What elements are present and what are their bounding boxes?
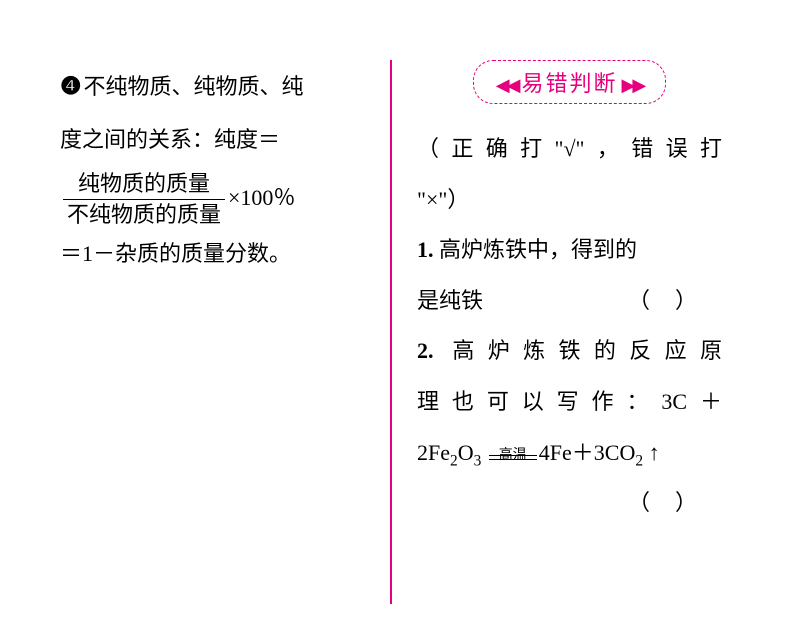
- fraction-numerator: 纯物质的质量: [63, 171, 225, 200]
- eq-product: 4Fe＋3CO2: [539, 440, 643, 465]
- header-text: 易错判断: [521, 71, 617, 96]
- fraction: 纯物质的质量 不纯物质的质量: [63, 171, 225, 229]
- question-1-line1: 1. 高炉炼铁中，得到的: [417, 225, 722, 276]
- note-line1: 不纯物质、纯物质、纯: [84, 74, 304, 99]
- instruction-line1: （正确打"√"，错误打: [417, 124, 722, 175]
- q1-text1: 高炉炼铁中，得到的: [439, 237, 637, 262]
- note-line2: 度之间的关系：纯度＝: [60, 127, 280, 152]
- right-column: ◀◀易错判断▶▶ （正确打"√"，错误打 "×"） 1. 高炉炼铁中，得到的 是…: [392, 60, 722, 604]
- question-1-line2: 是纯铁 （）: [417, 276, 722, 327]
- note-line4: ＝1－杂质的质量分数。: [60, 229, 365, 280]
- eq-reagent: 2Fe2O3: [417, 440, 481, 465]
- note-line2-wrap: 度之间的关系：纯度＝: [60, 115, 365, 166]
- header-badge: ◀◀易错判断▶▶: [473, 60, 666, 104]
- gas-arrow-icon: ↑: [649, 440, 660, 465]
- q1-text2: 是纯铁: [417, 288, 483, 313]
- reaction-condition: 高温: [489, 449, 537, 460]
- note-4: ❹不纯物质、纯物质、纯: [60, 60, 365, 115]
- eq-left: 3C＋: [661, 389, 722, 414]
- bullet-4: ❹: [60, 74, 82, 100]
- arrow-right-icon: ▶▶: [622, 75, 644, 95]
- after-fraction: ×100％: [228, 185, 295, 210]
- q1-answer-paren: （）: [628, 276, 722, 327]
- fraction-denominator: 不纯物质的质量: [63, 200, 225, 228]
- left-column: ❹不纯物质、纯物质、纯 度之间的关系：纯度＝ 纯物质的质量 不纯物质的质量 ×1…: [60, 60, 390, 604]
- q2-text2a: 理也可以写作：: [417, 389, 661, 414]
- formula-line: 纯物质的质量 不纯物质的质量 ×100％: [60, 171, 365, 229]
- instruction-line2: "×"）: [417, 175, 722, 226]
- chemical-equation: 2Fe2O3 高温 4Fe＋3CO2 ↑: [417, 428, 722, 479]
- question-2-line1: 2. 高炉炼铁的反应原: [417, 326, 722, 377]
- question-2-line2: 理也可以写作：3C＋: [417, 377, 722, 428]
- q2-number: 2.: [417, 338, 434, 363]
- q2-text1: 高炉炼铁的反应原: [452, 338, 722, 363]
- section-header: ◀◀易错判断▶▶: [417, 60, 722, 104]
- q1-number: 1.: [417, 237, 434, 262]
- arrow-left-icon: ◀◀: [496, 75, 518, 95]
- q2-answer-paren: （）: [417, 478, 722, 529]
